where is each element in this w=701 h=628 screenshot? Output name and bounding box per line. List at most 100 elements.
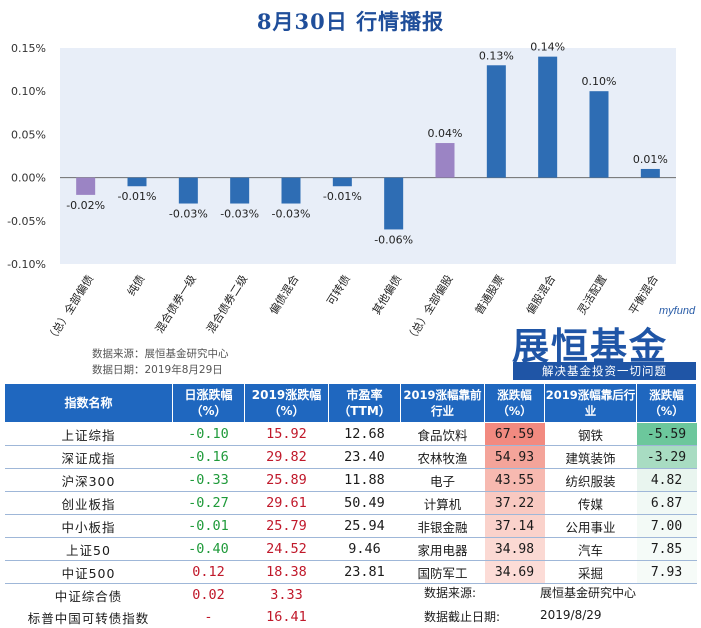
industry-top-name-cell: 国防军工: [400, 560, 485, 584]
index-pe-cell: 9.46: [328, 537, 401, 561]
x-tick-label: （总）全部偏债: [44, 272, 97, 344]
index-name-cell: 沪深300: [4, 468, 173, 492]
notes-date-label: 数据截止日期:: [424, 610, 501, 624]
data-label: 0.01%: [633, 153, 668, 166]
table-row: 上证50 -0.40 24.52 9.46: [4, 537, 401, 561]
logo-slogan: 解决基金投资一切问题: [513, 362, 696, 380]
industry-bottom-name-cell: 纺织服装: [544, 468, 637, 492]
industry-top-name-cell: 食品饮料: [400, 422, 485, 446]
index-day-change-cell: -0.27: [172, 491, 245, 515]
industry-top-name-cell: 电子: [400, 468, 485, 492]
table-row: 家用电器 34.98 汽车 7.85: [400, 537, 697, 561]
bar: [435, 143, 455, 178]
index-day-change-cell: -0.01: [172, 514, 245, 538]
data-label: -0.03%: [272, 208, 311, 221]
index-day-change-cell: -0.33: [172, 468, 245, 492]
industry-bottom-change-cell: 4.82: [636, 468, 697, 492]
table-row: 电子 43.55 纺织服装 4.82: [400, 468, 697, 492]
industry-top-change-cell: 37.22: [484, 491, 545, 515]
y-tick-label: 0.00%: [11, 172, 46, 185]
industry-bottom-change-cell: 7.00: [636, 514, 697, 538]
table-row: 沪深300 -0.33 25.89 11.88: [4, 468, 401, 492]
table-row: 计算机 37.22 传媒 6.87: [400, 491, 697, 515]
index-ytd-change-cell: 25.89: [244, 468, 329, 492]
index-ytd-change-cell: 24.52: [244, 537, 329, 561]
index-day-change-cell: -0.16: [172, 445, 245, 469]
industry-bottom-change-cell: -5.59: [636, 422, 697, 446]
table-row: 中小板指 -0.01 25.79 25.94: [4, 514, 401, 538]
industry-top-change-cell: 34.69: [484, 560, 545, 584]
bar: [486, 65, 506, 178]
data-label: -0.03%: [220, 208, 259, 221]
data-label: 0.04%: [428, 127, 463, 140]
plot-area: [60, 48, 676, 264]
industry-top-change-cell: 34.98: [484, 537, 545, 561]
industry-header-top-change: 涨跌幅（%）: [484, 383, 545, 423]
index-name-cell: 深证成指: [4, 445, 173, 469]
industry-header-bottom-change: 涨跌幅（%）: [636, 383, 697, 423]
index-pe-cell: 11.88: [328, 468, 401, 492]
table-row: 标普中国可转债指数 - 16.41: [5, 606, 401, 628]
x-tick-label: 混合债券二级: [203, 272, 250, 335]
table-row: 食品饮料 67.59 钢铁 -5.59: [400, 422, 697, 446]
index-table: 指数名称 日涨跌幅（%） 2019涨跌幅（%） 市盈率（TTM） 上证综指 -0.…: [4, 383, 401, 628]
notes-source-value: 展恒基金研究中心: [540, 586, 637, 600]
index-pe-cell: 12.68: [328, 422, 401, 446]
table-row: 农林牧渔 54.93 建筑装饰 -3.29: [400, 445, 697, 469]
index-day-change-cell: -: [204, 609, 213, 625]
index-pe-cell: [329, 584, 401, 607]
y-tick-label: 0.15%: [11, 42, 46, 55]
index-name-cell: 中小板指: [4, 514, 173, 538]
industry-bottom-name-cell: 建筑装饰: [544, 445, 637, 469]
index-name-cell: 创业板指: [4, 491, 173, 515]
bar: [178, 177, 198, 204]
industry-bottom-change-cell: 7.93: [636, 560, 697, 584]
industry-top-change-cell: 43.55: [484, 468, 545, 492]
bar: [640, 168, 660, 178]
table-row: 中证综合债 0.02 3.33: [5, 584, 401, 607]
x-tick-label: （总）全部偏股: [403, 272, 456, 344]
x-tick-label: 偏债混合: [266, 272, 301, 317]
data-label: 0.10%: [582, 75, 617, 88]
bar: [589, 91, 609, 178]
table-row: 国防军工 34.69 采掘 7.93: [400, 560, 697, 584]
industry-bottom-name-cell: 公用事业: [544, 514, 637, 538]
index-pe-cell: 23.81: [328, 560, 401, 584]
y-tick-label: -0.05%: [7, 215, 46, 228]
index-ytd-change-cell: 16.41: [266, 609, 307, 625]
industry-bottom-name-cell: 传媒: [544, 491, 637, 515]
industry-top-name-cell: 家用电器: [400, 537, 485, 561]
industry-top-change-cell: 67.59: [484, 422, 545, 446]
index-header-pe: 市盈率（TTM）: [328, 383, 401, 423]
bar: [281, 177, 301, 204]
industry-bottom-change-cell: 6.87: [636, 491, 697, 515]
y-tick-label: 0.10%: [11, 85, 46, 98]
y-tick-label: 0.05%: [11, 128, 46, 141]
table-row: 创业板指 -0.27 29.61 50.49: [4, 491, 401, 515]
industry-bottom-name-cell: 采掘: [544, 560, 637, 584]
data-label: -0.01%: [323, 190, 362, 203]
x-tick-label: 纯债: [124, 272, 148, 298]
page-title: 8月30日 行情播报: [256, 9, 445, 34]
index-ytd-change-cell: 3.33: [270, 587, 303, 603]
notes-date-value: 2019/8/29: [540, 608, 602, 622]
index-ytd-change-cell: 29.61: [244, 491, 329, 515]
data-label: -0.03%: [169, 208, 208, 221]
x-tick-label: 偏股混合: [523, 272, 558, 317]
x-tick-label: 可转债: [324, 272, 353, 307]
index-ytd-change-cell: 18.38: [244, 560, 329, 584]
x-tick-label: 其他偏债: [369, 272, 404, 317]
x-tick-label: 混合债券一级: [152, 272, 199, 335]
industry-header-bottom: 2019涨幅靠后行业: [544, 383, 637, 423]
table-row: 非银金融 37.14 公用事业 7.00: [400, 514, 697, 538]
company-logo: 展恒基金: [512, 325, 668, 368]
data-label: 0.14%: [530, 41, 565, 54]
industry-bottom-name-cell: 钢铁: [544, 422, 637, 446]
index-ytd-change-cell: 29.82: [244, 445, 329, 469]
index-name-cell: 中证综合债: [54, 588, 123, 604]
bar: [384, 177, 404, 230]
index-name-cell: 标普中国可转债指数: [27, 610, 150, 626]
index-header-ytd: 2019涨跌幅（%）: [244, 383, 329, 423]
logo-small-text: myfund: [659, 305, 696, 317]
data-label: -0.06%: [374, 233, 413, 246]
